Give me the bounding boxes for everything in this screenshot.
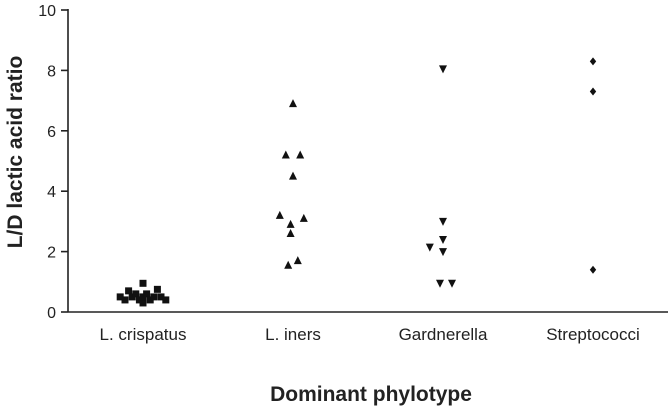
x-tick-label: Gardnerella — [399, 325, 488, 344]
data-point — [139, 299, 147, 307]
data-point — [146, 296, 154, 304]
data-point — [162, 296, 170, 304]
data-point — [289, 99, 297, 108]
data-point — [439, 236, 447, 245]
x-tick-label: L. iners — [265, 325, 321, 344]
y-tick-label: 6 — [47, 124, 56, 141]
data-point — [436, 279, 444, 288]
y-tick-label: 10 — [38, 3, 56, 20]
data-point — [116, 293, 124, 301]
data-point — [275, 210, 284, 219]
data-point — [128, 293, 136, 301]
data-point — [425, 243, 434, 252]
data-points — [116, 57, 597, 307]
data-point — [143, 290, 151, 298]
x-tick-label: L. crispatus — [100, 325, 187, 344]
data-point — [132, 290, 140, 298]
data-point — [121, 296, 129, 304]
data-point — [448, 279, 456, 288]
data-point — [139, 279, 147, 287]
data-point — [139, 293, 147, 301]
data-point — [281, 150, 290, 159]
data-point — [286, 219, 295, 228]
data-point — [439, 217, 447, 226]
data-point — [135, 296, 143, 304]
data-point — [289, 171, 297, 180]
x-axis-title: Dominant phylotype — [270, 383, 472, 406]
data-point — [589, 57, 597, 66]
data-point — [439, 248, 447, 257]
y-tick-label: 4 — [47, 184, 56, 201]
y-axis-title: L/D lactic acid ratio — [4, 56, 27, 249]
data-point — [296, 150, 305, 159]
data-point — [589, 265, 597, 274]
y-tick-label: 8 — [47, 63, 56, 80]
x-ticks: L. crispatus L. iners Gardnerella Streptoco… — [100, 325, 640, 344]
data-point — [286, 228, 295, 237]
data-point — [299, 213, 308, 222]
data-point — [153, 285, 161, 293]
data-point — [293, 256, 302, 265]
data-point — [589, 87, 597, 96]
x-tick-label: Streptococci — [546, 325, 640, 344]
data-point — [439, 65, 447, 74]
data-point — [125, 287, 133, 295]
data-point — [157, 293, 165, 301]
y-tick-label: 2 — [47, 245, 56, 262]
y-tick-label: 0 — [47, 305, 56, 322]
data-point — [284, 260, 293, 269]
y-ticks: 0 2 4 6 8 10 — [38, 3, 68, 322]
data-point — [150, 293, 158, 301]
